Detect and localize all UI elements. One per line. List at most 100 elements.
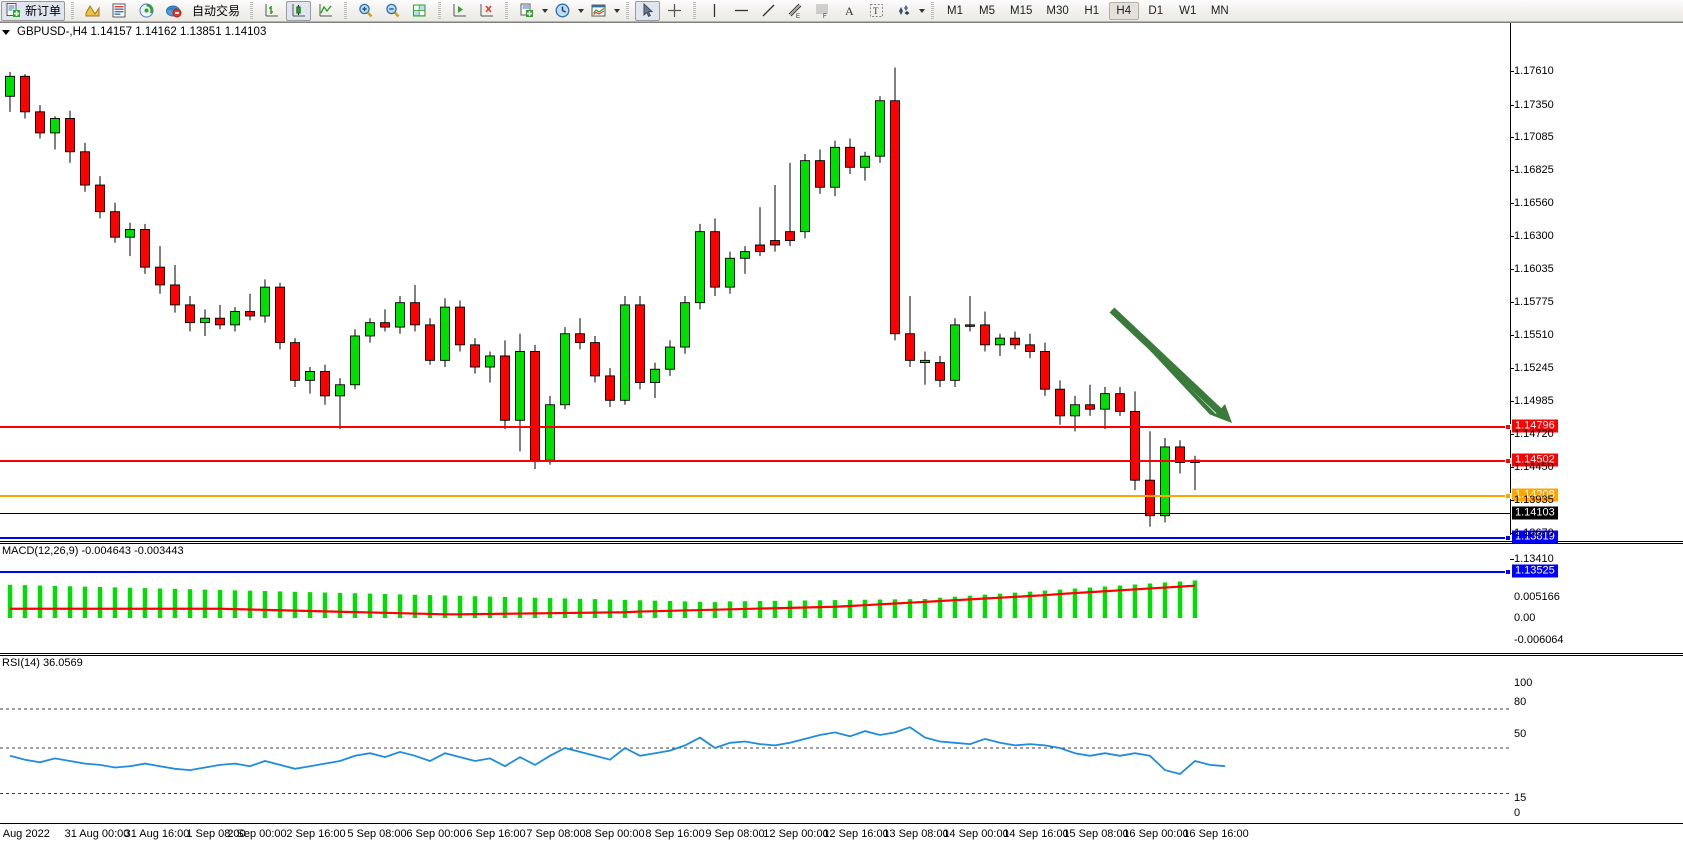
data-window-button[interactable] bbox=[107, 1, 132, 21]
price-line-handle[interactable] bbox=[1505, 569, 1511, 575]
auto-trading-label-button[interactable]: 自动交易 bbox=[188, 1, 244, 21]
macd-histogram-bar bbox=[52, 585, 58, 618]
horizontal-line-icon bbox=[733, 2, 750, 19]
price-badge-resistance-1[interactable]: 1.14796 bbox=[1512, 419, 1558, 433]
period-separator-button[interactable] bbox=[550, 1, 575, 21]
candlestick bbox=[740, 246, 750, 274]
timeframe-button-m30[interactable]: M30 bbox=[1046, 4, 1069, 17]
price-tick-label: 1.14450 bbox=[1514, 461, 1554, 473]
timeframe-button-h4[interactable]: H4 bbox=[1108, 1, 1139, 20]
price-badge-support-2[interactable]: 1.13525 bbox=[1512, 564, 1558, 578]
shapes-dropdown-caret[interactable] bbox=[917, 2, 926, 20]
macd-histogram-bar bbox=[817, 600, 823, 618]
rsi-line bbox=[9, 726, 1226, 775]
pane-separator-rsi bbox=[0, 653, 1683, 654]
chart-menu-caret-icon[interactable] bbox=[2, 29, 10, 35]
vertical-line-button[interactable] bbox=[702, 1, 727, 21]
price-tick-mark bbox=[1510, 170, 1514, 171]
auto-trading-button[interactable] bbox=[161, 1, 186, 21]
candlestick bbox=[620, 296, 630, 405]
macd-histogram-bar bbox=[1027, 591, 1033, 618]
shapes-button[interactable] bbox=[891, 1, 916, 21]
timeframe-button-m5[interactable]: M5 bbox=[979, 4, 996, 17]
price-line-handle[interactable] bbox=[1505, 535, 1511, 541]
candlestick bbox=[200, 309, 210, 336]
price-line-pivot[interactable] bbox=[0, 493, 1511, 499]
text-label-button[interactable]: T bbox=[864, 1, 889, 21]
timeframe-button-mn[interactable]: MN bbox=[1210, 4, 1229, 17]
cursor-button[interactable] bbox=[635, 0, 661, 21]
price-badge-support-1[interactable]: 1.13819 bbox=[1512, 530, 1558, 544]
chart-annotations[interactable] bbox=[0, 23, 1510, 543]
fibonacci-button[interactable]: F bbox=[810, 1, 835, 21]
time-tick-label: 15 Sep 08:00 bbox=[1063, 828, 1129, 840]
timeframe-button-h1[interactable]: H1 bbox=[1084, 4, 1100, 17]
templates-dropdown-caret[interactable] bbox=[540, 2, 549, 20]
period-dropdown-caret[interactable] bbox=[576, 2, 585, 20]
candlestick bbox=[830, 140, 840, 197]
timeframe-button-m15[interactable]: M15 bbox=[1010, 4, 1033, 17]
price-line-handle[interactable] bbox=[1505, 493, 1511, 499]
price-line-support-1[interactable] bbox=[0, 535, 1511, 541]
price-line-resistance-1[interactable] bbox=[0, 424, 1511, 430]
market-watch-icon bbox=[111, 2, 128, 19]
candlestick bbox=[815, 149, 825, 194]
price-line-resistance-2[interactable] bbox=[0, 458, 1511, 464]
shapes-icon bbox=[895, 2, 912, 19]
macd-indicator-label: MACD(12,26,9) -0.004643 -0.003443 bbox=[2, 545, 184, 557]
bar-chart-type-button[interactable] bbox=[259, 1, 284, 21]
macd-histogram-bar bbox=[802, 600, 808, 618]
svg-text:A: A bbox=[845, 4, 854, 18]
price-line-handle[interactable] bbox=[1505, 458, 1511, 464]
tile-windows-button[interactable] bbox=[407, 1, 432, 21]
macd-histogram-bar bbox=[307, 592, 313, 618]
price-badge-pivot[interactable]: 1.14208 bbox=[1512, 488, 1558, 502]
time-tick-label: 5 Sep 08:00 bbox=[347, 828, 407, 840]
bearish-arrow[interactable] bbox=[1109, 307, 1232, 423]
macd-histogram-bar bbox=[37, 585, 43, 618]
toolbar-separator bbox=[342, 1, 349, 20]
zoom-in-icon bbox=[357, 2, 374, 19]
price-line-current-price[interactable] bbox=[0, 513, 1510, 514]
toolbar-separator bbox=[691, 1, 698, 20]
crosshair-button[interactable] bbox=[662, 1, 687, 21]
templates-button[interactable] bbox=[514, 1, 539, 21]
chart-canvas[interactable]: GBPUSD-,H4 GBPUSD-,H4 1.14157 1.14162 1.… bbox=[0, 22, 1683, 845]
zoom-in-button[interactable] bbox=[353, 1, 378, 21]
timeframe-button-w1[interactable]: W1 bbox=[1179, 4, 1197, 17]
indicators-button[interactable] bbox=[586, 1, 611, 21]
price-badge-current-price[interactable]: 1.14103 bbox=[1512, 506, 1558, 520]
text-button[interactable]: A bbox=[837, 1, 862, 21]
candlestick bbox=[1025, 333, 1035, 359]
chart-shift-button[interactable] bbox=[447, 1, 472, 21]
timeframe-button-d1[interactable]: D1 bbox=[1148, 4, 1164, 17]
line-chart-type-button[interactable] bbox=[313, 1, 338, 21]
candlestick bbox=[785, 162, 795, 247]
price-line-handle[interactable] bbox=[1505, 424, 1511, 430]
indicators-dropdown-caret[interactable] bbox=[612, 2, 621, 20]
price-scale-axis[interactable] bbox=[1510, 23, 1511, 541]
candlestick bbox=[710, 218, 720, 297]
market-watch-button[interactable] bbox=[80, 1, 105, 21]
macd-histogram-bar bbox=[22, 585, 28, 618]
trendline-button[interactable] bbox=[756, 1, 781, 21]
price-line-support-2[interactable] bbox=[0, 569, 1511, 575]
rsi-tick-label: 100 bbox=[1514, 677, 1533, 689]
candlestick bbox=[470, 338, 480, 374]
candlestick bbox=[635, 296, 645, 390]
candlestick bbox=[515, 333, 525, 452]
pane-separator-macd-2 bbox=[0, 543, 1683, 544]
svg-text:E: E bbox=[796, 14, 800, 19]
candlestick-chart-type-button[interactable] bbox=[286, 0, 312, 21]
zoom-out-button[interactable] bbox=[380, 1, 405, 21]
new-order-button[interactable]: 新订单 bbox=[1, 0, 66, 21]
navigator-button[interactable] bbox=[134, 1, 159, 21]
candlestick bbox=[1160, 438, 1170, 523]
auto-scroll-button[interactable] bbox=[474, 1, 499, 21]
timeframe-button-m1[interactable]: M1 bbox=[947, 4, 964, 17]
macd-histogram-bar bbox=[202, 589, 208, 618]
equidistant-channel-button[interactable]: E bbox=[783, 1, 808, 21]
horizontal-line-button[interactable] bbox=[729, 1, 754, 21]
price-badge-resistance-2[interactable]: 1.14502 bbox=[1512, 453, 1558, 467]
